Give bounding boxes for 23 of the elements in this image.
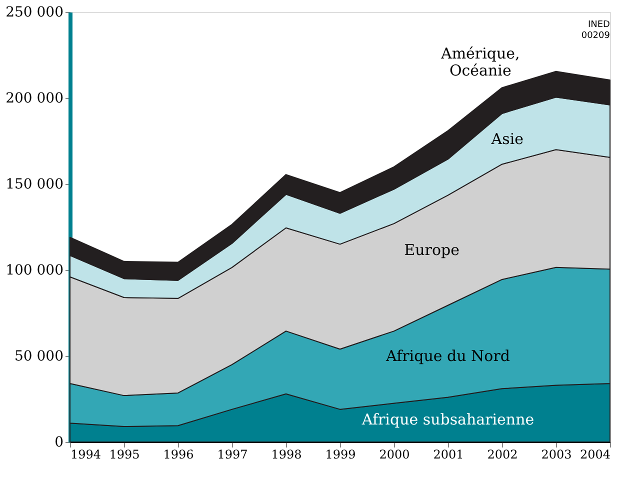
- series-label: Afrique du Nord: [385, 346, 510, 365]
- x-tick-label: 2002: [487, 448, 518, 462]
- y-tick-label: 150 000: [6, 176, 64, 192]
- series-label: Amérique, Océanie: [440, 44, 520, 80]
- x-tick-label: 1996: [163, 448, 194, 462]
- y-tick-label: 0: [54, 434, 64, 450]
- series-label: Asie: [490, 130, 524, 148]
- x-tick-label: 2001: [433, 448, 464, 462]
- annotation: INED 00209: [581, 20, 610, 41]
- y-tick-label: 50 000: [14, 348, 64, 364]
- series-label: Europe: [404, 241, 460, 260]
- x-tick-label: 1995: [109, 448, 140, 462]
- series-label: Afrique subsaharienne: [360, 410, 534, 429]
- x-tick-label: 2000: [379, 448, 410, 462]
- x-tick-label: 1997: [217, 448, 248, 462]
- x-tick-label: 1999: [325, 448, 356, 462]
- y-tick-label: 250 000: [6, 4, 64, 20]
- y-tick-label: 200 000: [6, 90, 64, 106]
- x-tick-label: 2003: [541, 448, 572, 462]
- x-tick-label: 1994: [70, 448, 102, 462]
- y-tick-label: 100 000: [6, 262, 64, 278]
- x-tick-label: 1998: [271, 448, 302, 462]
- x-tick-label: 2004: [580, 448, 611, 462]
